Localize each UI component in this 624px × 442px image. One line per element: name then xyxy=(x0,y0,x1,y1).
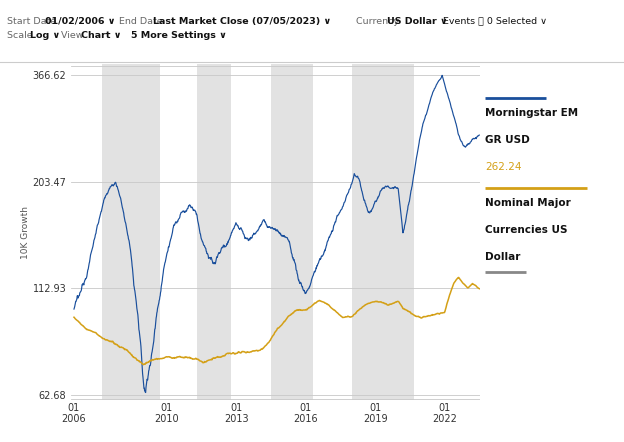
Text: Nominal Major: Nominal Major xyxy=(485,198,571,209)
Y-axis label: 10K Growth: 10K Growth xyxy=(21,206,30,259)
Bar xyxy=(102,64,160,400)
Text: Start Date: Start Date xyxy=(7,17,60,26)
Text: 262.24: 262.24 xyxy=(485,161,522,171)
Text: View: View xyxy=(61,31,87,40)
Text: GR USD: GR USD xyxy=(485,135,530,145)
Text: Log ∨: Log ∨ xyxy=(30,31,60,40)
Text: Scale: Scale xyxy=(7,31,36,40)
Text: US Dollar ∨: US Dollar ∨ xyxy=(387,17,447,26)
Bar xyxy=(352,64,414,400)
Text: Currencies US: Currencies US xyxy=(485,225,568,235)
Text: Events ⓘ 0 Selected ∨: Events ⓘ 0 Selected ∨ xyxy=(443,17,547,26)
Text: Dollar: Dollar xyxy=(485,252,521,262)
Bar xyxy=(197,64,232,400)
Text: 5 More Settings ∨: 5 More Settings ∨ xyxy=(131,31,227,40)
Text: Chart ∨: Chart ∨ xyxy=(81,31,122,40)
Text: Morningstar EM: Morningstar EM xyxy=(485,108,578,118)
Text: End Date: End Date xyxy=(119,17,165,26)
Text: Last Market Close (07/05/2023) ∨: Last Market Close (07/05/2023) ∨ xyxy=(153,17,331,26)
Text: Currency: Currency xyxy=(356,17,402,26)
Bar xyxy=(271,64,313,400)
Text: 01/02/2006 ∨: 01/02/2006 ∨ xyxy=(45,17,115,26)
